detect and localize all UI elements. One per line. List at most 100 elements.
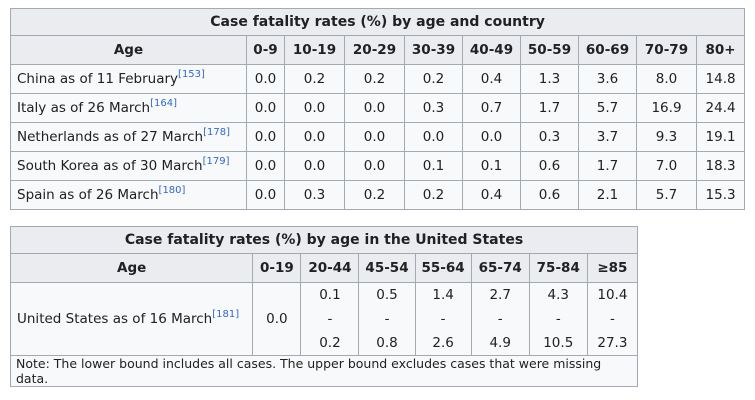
column-header: 20-29 [344, 35, 405, 65]
range-sep: - [384, 311, 390, 327]
column-header: 10-19 [284, 35, 345, 65]
range-cell: 0.5 - 0.8 [358, 282, 416, 356]
table-cell: 0.0 [246, 93, 285, 123]
table-cell: 5.7 [578, 93, 637, 123]
table-cell: 3.7 [578, 122, 637, 152]
row-label: Italy as of 26 March[164] [10, 93, 247, 123]
table-cell: 18.3 [695, 151, 746, 181]
range-high: 10.5 [543, 335, 574, 351]
table-cell: 0.6 [520, 151, 579, 181]
table-cell: 0.3 [284, 180, 345, 210]
range-high: 4.9 [489, 335, 511, 351]
range-high: 0.8 [376, 335, 398, 351]
table-cell: 0.6 [520, 180, 579, 210]
range-low: 0.1 [319, 287, 341, 303]
range-high: 2.6 [432, 335, 454, 351]
table-cell: 0.0 [246, 151, 285, 181]
row-label: Spain as of 26 March[180] [10, 180, 247, 210]
table-cell: 16.9 [636, 93, 697, 123]
table-cell: 1.7 [578, 151, 637, 181]
table-cell: 19.1 [695, 122, 746, 152]
table-cell: 0.1 [404, 151, 463, 181]
table-row: Italy as of 26 March[164] 0.0 0.0 0.0 0.3 0.7… [10, 93, 746, 123]
table-note: Note: The lower bound includes all cases… [10, 355, 638, 387]
range-low: 2.7 [489, 287, 511, 303]
table-row: Netherlands as of 27 March[178] 0.0 0.0 0.0… [10, 122, 746, 152]
range-cell: 10.4 - 27.3 [586, 282, 639, 356]
table-cell: 0.2 [404, 180, 463, 210]
column-header: 55-64 [414, 253, 472, 283]
citation-link[interactable]: [178] [203, 127, 230, 138]
table-cell: 0.2 [344, 180, 405, 210]
table-cell: 1.3 [520, 64, 579, 94]
column-header: 0-9 [246, 35, 285, 65]
table-cell: 14.8 [695, 64, 746, 94]
table-cell: 0.2 [344, 64, 405, 94]
citation-link[interactable]: [179] [202, 156, 230, 167]
column-header: 50-59 [520, 35, 579, 65]
citation-link[interactable]: [153] [178, 69, 205, 80]
range-low: 10.4 [597, 287, 628, 303]
column-header: Age [9, 253, 254, 283]
table-cell: 0.0 [246, 64, 285, 94]
range-high: 0.2 [319, 335, 341, 351]
table-row: China as of 11 February[153] 0.0 0.2 0.2 0.2… [10, 64, 746, 94]
column-header: 45-54 [358, 253, 416, 283]
column-header: 30-39 [404, 35, 463, 65]
column-header: Age [10, 35, 247, 65]
row-label: China as of 11 February[153] [10, 64, 247, 94]
range-sep: - [555, 311, 561, 327]
range-sep: - [497, 311, 503, 327]
column-header: 40-49 [462, 35, 521, 65]
table-cell: 0.7 [462, 93, 521, 123]
table-cell: 7.0 [636, 151, 697, 181]
header-row: Age 0-19 20-44 45-54 55-64 65-74 75-84 ≥… [9, 253, 639, 283]
table-cell: 0.4 [462, 180, 521, 210]
range-low: 4.3 [547, 287, 569, 303]
range-sep: - [440, 311, 446, 327]
citation-link[interactable]: [164] [150, 98, 177, 109]
table-cell: 0.2 [284, 64, 345, 94]
range-sep: - [327, 311, 333, 327]
table-cell: 0.0 [284, 122, 345, 152]
table-cell: 0.0 [284, 93, 345, 123]
range-low: 1.4 [432, 287, 454, 303]
range-low: 0.5 [376, 287, 398, 303]
cfr-by-country-table: Case fatality rates (%) by age and count… [9, 8, 746, 210]
column-header: 65-74 [470, 253, 530, 283]
table-cell: 3.6 [578, 64, 637, 94]
range-cell: 2.7 - 4.9 [470, 282, 530, 356]
table-cell: 0.4 [462, 64, 521, 94]
citation-link[interactable]: [181] [212, 309, 240, 320]
header-row: Age 0-9 10-19 20-29 30-39 40-49 50-59 60… [10, 35, 746, 65]
table-cell: 1.7 [520, 93, 579, 123]
table-row: South Korea as of 30 March[179] 0.0 0.0 0.0… [10, 151, 746, 181]
table-cell: 0.3 [520, 122, 579, 152]
range-high: 27.3 [597, 335, 628, 351]
citation-link[interactable]: [180] [158, 185, 186, 196]
row-label: United States as of 16 March[181] [9, 282, 254, 356]
table-cell: 2.1 [578, 180, 637, 210]
table-cell: 0.3 [404, 93, 463, 123]
table-cell: 15.3 [695, 180, 746, 210]
table-cell: 0.0 [246, 180, 285, 210]
column-header: 0-19 [252, 253, 302, 283]
table-cell: 0.1 [462, 151, 521, 181]
column-header: 70-79 [636, 35, 697, 65]
table-cell: 0.0 [252, 282, 302, 356]
table-cell: 0.0 [404, 122, 463, 152]
table-cell: 0.2 [404, 64, 463, 94]
row-label: South Korea as of 30 March[179] [10, 151, 247, 181]
table-cell: 0.0 [284, 151, 345, 181]
range-cell: 0.1 - 0.2 [300, 282, 360, 356]
table-cell: 0.0 [344, 122, 405, 152]
column-header: ≥85 [586, 253, 639, 283]
column-header: 75-84 [528, 253, 588, 283]
table-caption: Case fatality rates (%) by age and count… [9, 8, 746, 36]
cfr-united-states-table: Case fatality rates (%) by age in the Un… [9, 226, 639, 387]
range-sep: - [609, 311, 615, 327]
table-cell: 0.0 [246, 122, 285, 152]
range-cell: 4.3 - 10.5 [528, 282, 588, 356]
range-cell: 1.4 - 2.6 [414, 282, 472, 356]
table-caption: Case fatality rates (%) by age in the Un… [10, 226, 638, 254]
